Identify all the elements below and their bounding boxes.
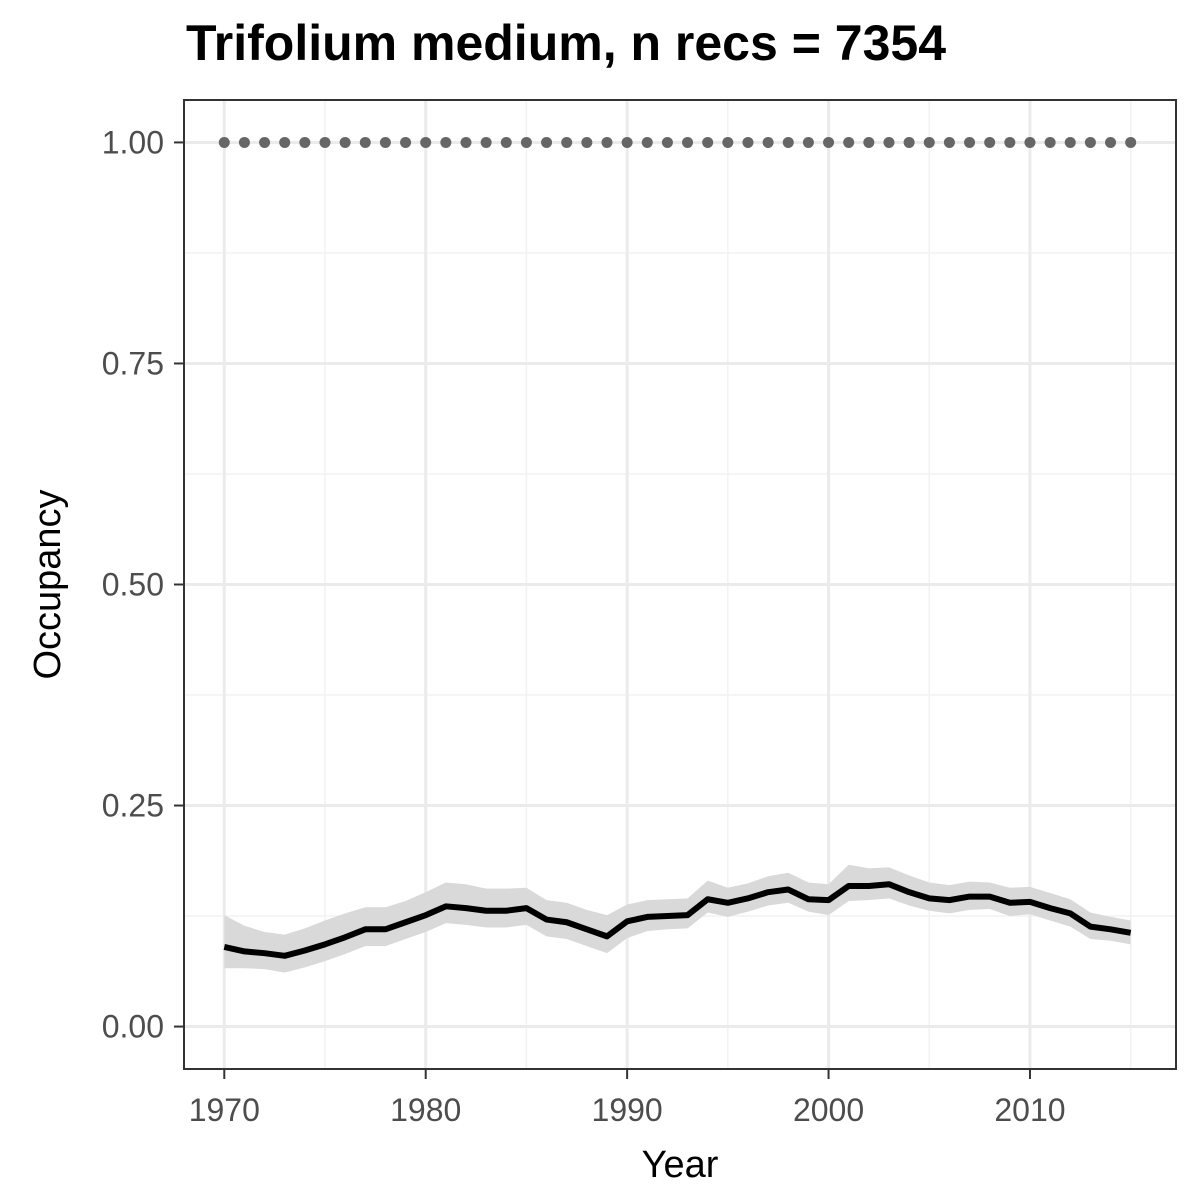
data-point [1024,136,1036,148]
data-point [420,136,432,148]
y-tick-label: 1.00 [102,124,164,160]
y-tick-label: 0.75 [102,345,164,381]
y-tick-label: 0.50 [102,567,164,603]
data-point [923,136,935,148]
x-tick-label: 2010 [994,1092,1065,1128]
data-point [279,136,291,148]
y-axis: 0.00 0.25 0.50 0.75 1.00 [102,124,184,1045]
data-point [802,136,814,148]
x-tick-label: 1980 [390,1092,461,1128]
occupancy-line [223,881,1132,959]
data-point [238,136,250,148]
data-point [823,136,835,148]
data-point [1084,136,1096,148]
y-tick-label: 0.00 [102,1009,164,1045]
data-point [621,136,633,148]
x-tick-label: 1990 [592,1092,663,1128]
chart-title: Trifolium medium, n recs = 7354 [186,15,947,71]
data-point [339,136,351,148]
data-point [1004,136,1016,148]
data-point [218,136,230,148]
confidence-ribbon-layer [224,864,1131,973]
data-point [581,136,593,148]
data-point [480,136,492,148]
confidence-ribbon [224,864,1131,973]
data-point [641,136,653,148]
data-point [299,136,311,148]
data-point [359,136,371,148]
data-point [319,136,331,148]
data-point [520,136,532,148]
x-axis-title: Year [642,1144,719,1186]
data-point [1125,136,1137,148]
data-point [843,136,855,148]
data-point [601,136,613,148]
data-point [964,136,976,148]
data-point [661,136,673,148]
series-line-layer [223,881,1132,959]
data-point [400,136,412,148]
data-point [682,136,694,148]
x-tick-label: 1970 [189,1092,260,1128]
data-point [903,136,915,148]
data-point [1044,136,1056,148]
data-point [722,136,734,148]
data-point [883,136,895,148]
data-point [500,136,512,148]
data-point [762,136,774,148]
x-axis: 1970 1980 1990 2000 2010 [189,1069,1066,1128]
data-point [541,136,553,148]
series-point-layer [218,136,1137,148]
data-point [259,136,271,148]
data-point [379,136,391,148]
data-point [440,136,452,148]
data-point [943,136,955,148]
data-point [561,136,573,148]
data-point [702,136,714,148]
data-point [984,136,996,148]
data-point [1105,136,1117,148]
data-point [1064,136,1076,148]
x-tick-label: 2000 [793,1092,864,1128]
data-point [863,136,875,148]
data-point [742,136,754,148]
y-tick-label: 0.25 [102,788,164,824]
data-point [782,136,794,148]
data-point [460,136,472,148]
y-axis-title: Occupancy [27,489,69,679]
